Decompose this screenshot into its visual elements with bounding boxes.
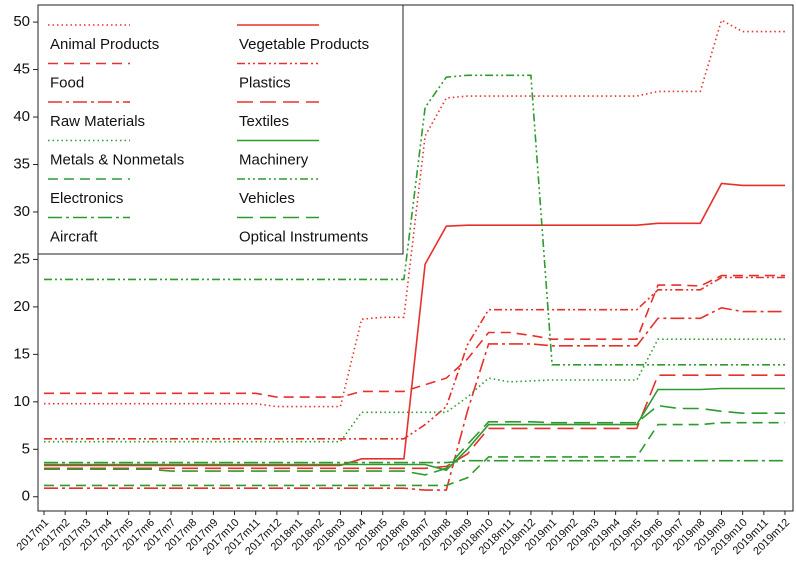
series-line [44, 387, 785, 472]
series-line [44, 459, 785, 464]
legend-label: Food [50, 74, 84, 91]
y-tick-label: 20 [13, 298, 30, 315]
legend-label: Raw Materials [50, 113, 145, 130]
y-tick-label: 50 [13, 13, 30, 30]
legend-label: Metals & Nonmetals [50, 151, 184, 168]
legend-label: Machinery [239, 151, 309, 168]
y-tick-label: 45 [13, 61, 30, 78]
y-tick-label: 30 [13, 203, 30, 220]
legend-label: Vegetable Products [239, 36, 369, 53]
legend-label: Optical Instruments [239, 228, 368, 245]
y-tick-label: 40 [13, 108, 30, 125]
y-tick-label: 25 [13, 250, 30, 267]
series-line [44, 306, 785, 491]
series-line [44, 74, 785, 366]
y-tick-label: 5 [22, 440, 30, 457]
y-tick-label: 10 [13, 393, 30, 410]
series-line [44, 274, 785, 398]
legend-box [37, 4, 404, 255]
series-line [44, 404, 785, 476]
legend-label: Vehicles [239, 190, 295, 207]
legend: Animal Products Vegetable Products Food Pla… [37, 4, 404, 255]
y-tick-label: 15 [13, 345, 30, 362]
plot-frame [37, 4, 794, 512]
legend-label: Animal Products [50, 36, 159, 53]
legend-label: Electronics [50, 190, 123, 207]
series-line [44, 182, 785, 467]
series-line [44, 276, 785, 440]
legend-label: Textiles [239, 113, 289, 130]
y-tick-label: 0 [22, 488, 30, 505]
series-line [44, 374, 785, 470]
legend-label: Plastics [239, 74, 291, 91]
legend-label: Aircraft [50, 228, 98, 245]
series-line [44, 421, 785, 487]
y-tick-label: 35 [13, 155, 30, 172]
